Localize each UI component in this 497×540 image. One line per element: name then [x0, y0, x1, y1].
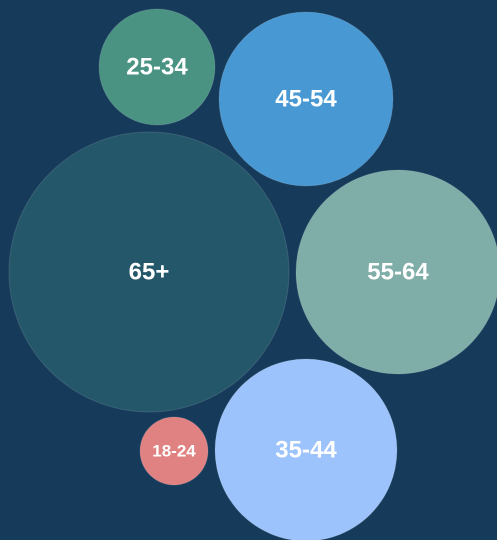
bubble-18-24[interactable]	[139, 416, 209, 486]
bubble-55-64[interactable]	[295, 169, 497, 375]
bubble-label-55-64: 55-64	[367, 258, 429, 285]
bubble-label-45-54: 45-54	[275, 85, 337, 112]
bubbles-layer	[8, 8, 497, 540]
bubble-65-plus[interactable]	[8, 131, 290, 413]
bubble-label-35-44: 35-44	[275, 436, 337, 463]
bubble-25-34[interactable]	[98, 8, 216, 126]
bubble-35-44[interactable]	[214, 358, 398, 540]
bubble-45-54[interactable]	[218, 11, 394, 187]
labels-layer: 25-34 45-54 65+ 55-64 18-24 35-44	[126, 53, 429, 463]
bubble-label-65-plus: 65+	[129, 258, 170, 285]
bubble-label-18-24: 18-24	[152, 441, 196, 460]
bubble-label-25-34: 25-34	[126, 53, 188, 80]
